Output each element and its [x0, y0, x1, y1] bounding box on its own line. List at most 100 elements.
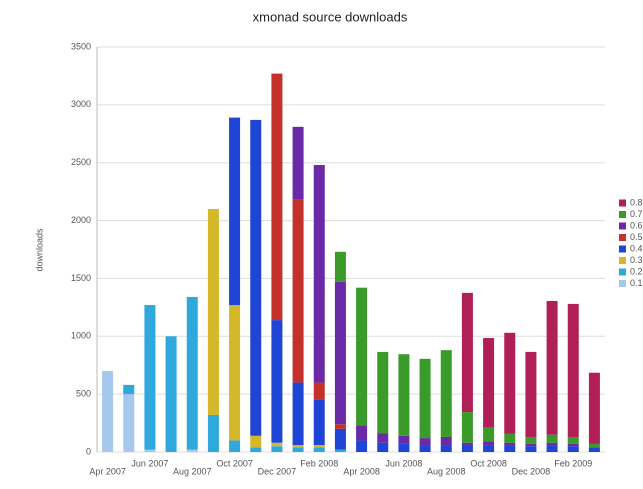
y-tick-label: 2000	[71, 215, 91, 225]
bar-segment	[334, 428, 346, 450]
bar-segment	[419, 438, 431, 446]
bar-segment	[356, 287, 368, 426]
chart-title: xmonad source downloads	[253, 9, 408, 24]
bar-segment	[334, 281, 346, 425]
bar-segment	[144, 305, 156, 450]
bar-segment	[504, 442, 516, 446]
bar-segment	[419, 358, 431, 439]
bar-segment	[461, 445, 473, 452]
bar-segment	[504, 433, 516, 443]
bar-segment	[398, 354, 410, 436]
bar-segment	[461, 412, 473, 443]
legend-swatch	[619, 199, 626, 207]
y-axis-label: downloads	[34, 228, 44, 272]
bar-segment	[334, 424, 346, 429]
x-tick-label: Aug 2007	[173, 466, 212, 476]
bar-segment	[165, 336, 177, 452]
bar-segment	[313, 382, 325, 400]
bar-segment	[271, 442, 283, 447]
legend-label: 0.1	[630, 278, 643, 288]
y-tick-label: 3500	[71, 41, 91, 51]
y-tick-label: 1000	[71, 331, 91, 341]
bar-segment	[440, 436, 452, 446]
bar-segment	[546, 300, 558, 435]
bar-segment	[271, 73, 283, 321]
bar-segment	[229, 305, 241, 441]
bar-segment	[461, 292, 473, 413]
bar-segment	[567, 303, 579, 437]
y-tick-label: 1500	[71, 273, 91, 283]
bar-segment	[292, 126, 304, 200]
bar-segment	[292, 382, 304, 446]
bar-segment	[292, 445, 304, 448]
legend-label: 0.3	[630, 255, 643, 265]
bar-segment	[567, 443, 579, 447]
bar-segment	[356, 440, 368, 452]
x-tick-label: Apr 2007	[89, 466, 126, 476]
bar-segment	[546, 442, 558, 446]
legend-label: 0.8	[630, 197, 643, 207]
bar-segment	[377, 442, 389, 452]
bar-segment	[504, 332, 516, 434]
bar-segment	[250, 435, 262, 448]
x-tick-label: Dec 2008	[512, 466, 551, 476]
legend-label: 0.5	[630, 232, 643, 242]
bar-segment	[525, 436, 537, 444]
bar-segment	[250, 119, 262, 436]
x-tick-label: Jun 2008	[385, 458, 422, 468]
bar-segment	[334, 449, 346, 452]
bar-segment	[567, 446, 579, 452]
bar-segment	[525, 443, 537, 447]
bar-segment	[207, 209, 219, 415]
bar-segment	[398, 435, 410, 444]
y-tick-label: 500	[76, 389, 91, 399]
bar-segment	[546, 445, 558, 452]
bar-segment	[525, 351, 537, 437]
bar-segment	[313, 399, 325, 446]
bar-segment	[334, 251, 346, 282]
x-tick-label: Oct 2008	[470, 458, 507, 468]
bar-segment	[271, 446, 283, 452]
x-tick-label: Aug 2008	[427, 466, 466, 476]
bar-segment	[588, 372, 600, 444]
legend-swatch	[619, 268, 626, 276]
bar-segment	[483, 445, 495, 452]
bar-segment	[588, 447, 600, 452]
bar-segment	[313, 165, 325, 383]
legend-swatch	[619, 280, 626, 287]
bar-segment	[546, 434, 558, 443]
x-tick-label: Feb 2009	[554, 458, 592, 468]
legend-label: 0.7	[630, 209, 643, 219]
bar-segment	[483, 427, 495, 442]
legend-label: 0.2	[630, 266, 643, 276]
bar-segment	[567, 436, 579, 444]
bar-segment	[123, 384, 135, 395]
legend-swatch	[619, 234, 626, 241]
bar-segment	[525, 446, 537, 452]
y-tick-label: 2500	[71, 157, 91, 167]
legend-swatch	[619, 257, 626, 264]
bar-segment	[186, 296, 198, 450]
bar-segment	[271, 320, 283, 443]
bar-segment	[504, 445, 516, 452]
bar-segment	[313, 445, 325, 448]
bar-segment	[186, 449, 198, 452]
legend-label: 0.6	[630, 220, 643, 230]
bar-segment	[102, 371, 114, 452]
bar-segment	[398, 443, 410, 452]
bar-segment	[229, 440, 241, 452]
bar-segment	[207, 414, 219, 452]
bar-segment	[483, 338, 495, 428]
bar-segment	[377, 351, 389, 434]
bar-segment	[250, 447, 262, 452]
x-tick-label: Jun 2007	[131, 458, 168, 468]
y-tick-label: 0	[86, 446, 91, 456]
legend-swatch	[619, 245, 626, 253]
bar-segment	[229, 117, 241, 306]
bar-segment	[292, 199, 304, 383]
bar-segment	[356, 425, 368, 441]
x-tick-label: Feb 2008	[300, 458, 338, 468]
bar-segment	[123, 394, 135, 452]
bar-segment	[419, 445, 431, 452]
